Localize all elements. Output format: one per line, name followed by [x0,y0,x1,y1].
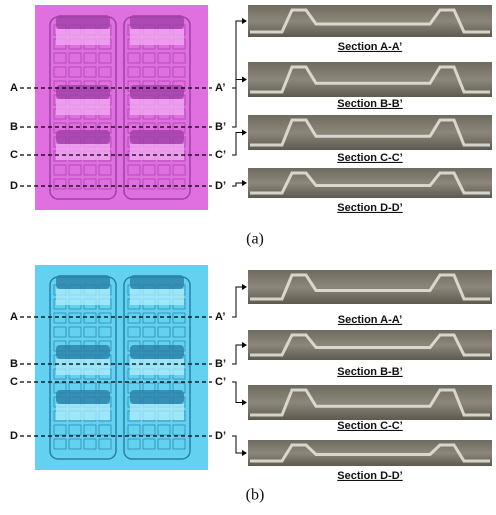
right-label: B’ [215,358,226,370]
mold-pocket-floor [130,359,184,375]
right-label: B’ [215,121,226,133]
mold-pocket-floor [56,144,110,160]
mold-render [35,265,208,470]
right-label: A’ [215,311,225,323]
mold-pocket-floor [56,29,110,45]
left-label: B [10,358,18,370]
leader-arrow [232,436,242,453]
mold-pocket [130,85,184,99]
arrow-head [242,180,247,186]
left-label: B [10,121,18,133]
mold-pocket [56,85,110,99]
leader-arrow [232,133,242,156]
mold-pocket-floor [56,359,110,375]
left-label: A [10,82,18,94]
mold-pocket-floor [56,99,110,115]
panel-caption: (a) [246,231,264,248]
section-title: Section C-C’ [337,152,402,164]
arrow-head [242,18,247,24]
section-title: Section B-B’ [337,98,402,110]
right-label: A’ [215,82,225,94]
left-label: C [10,376,18,388]
section-title: Section A-A’ [338,41,402,53]
mold-pocket [130,275,184,289]
leader-arrow [232,345,242,364]
mold-pocket [130,15,184,29]
right-label: D’ [215,430,226,442]
section-title: Section D-D’ [337,202,402,214]
mold-pocket [56,15,110,29]
mold-pocket-floor [130,144,184,160]
section-title: Section D-D’ [337,470,402,482]
mold-pocket [56,390,110,404]
mold-render [35,5,208,210]
mold-pocket [56,275,110,289]
mold-pocket-floor [130,404,184,420]
mold-pocket [130,130,184,144]
left-label: C [10,149,18,161]
left-label: D [10,430,18,442]
section-title: Section A-A’ [338,314,402,326]
right-label: C’ [215,376,226,388]
mold-pocket-floor [130,99,184,115]
arrow-head [242,130,247,136]
mold-pocket [130,345,184,359]
section-title: Section C-C’ [337,420,402,432]
leader-arrow [232,80,242,128]
mold-pocket-floor [56,404,110,420]
mold-pocket-floor [130,289,184,305]
arrow-head [242,342,247,348]
leader-arrow [232,183,242,186]
panel-caption: (b) [246,487,265,504]
mold-pocket [56,345,110,359]
arrow-head [242,450,247,456]
section-title: Section B-B’ [337,366,402,378]
arrow-head [242,400,247,406]
mold-pocket-floor [56,289,110,305]
mold-pocket [130,390,184,404]
mold-pocket [56,130,110,144]
arrow-head [242,284,247,290]
mold-pocket-floor [130,29,184,45]
right-label: D’ [215,180,226,192]
leader-arrow [232,287,242,317]
leader-arrow [232,21,242,88]
figure: A A’ Section A-A’ B B’ Section B-B’ C C’ Section… [0,0,496,515]
left-label: A [10,311,18,323]
right-label: C’ [215,149,226,161]
leader-arrow [232,382,242,403]
left-label: D [10,180,18,192]
arrow-head [242,77,247,83]
